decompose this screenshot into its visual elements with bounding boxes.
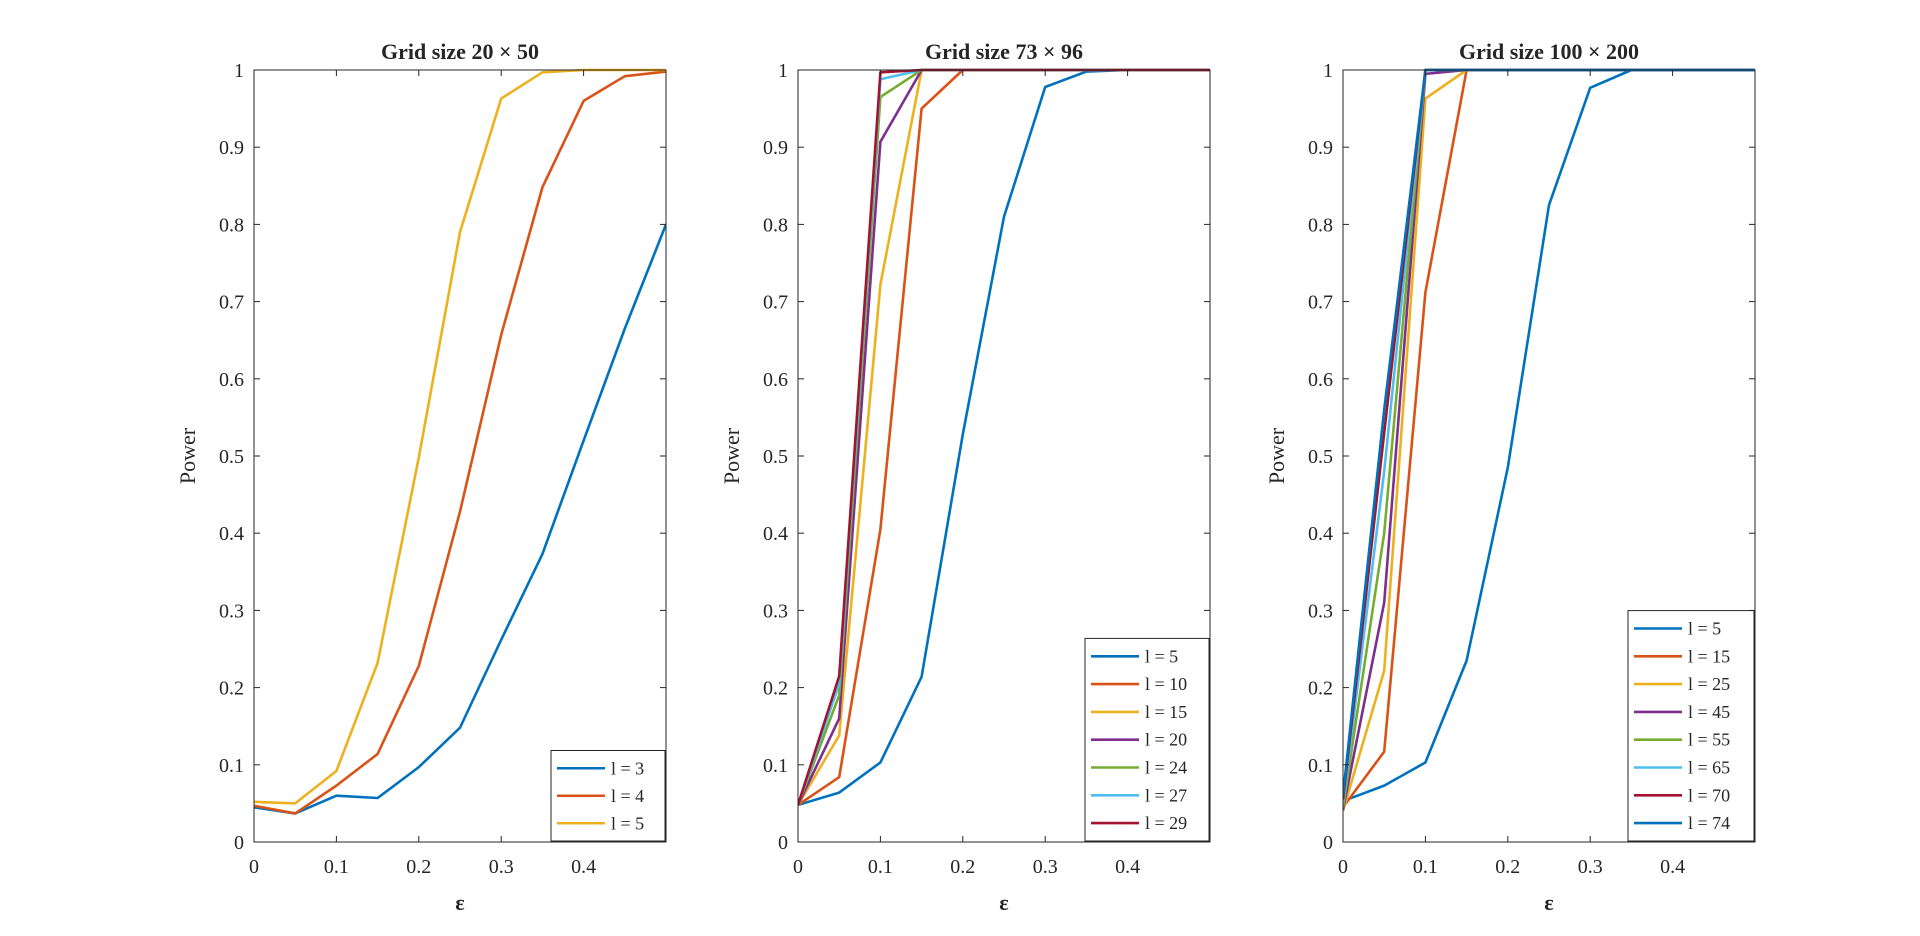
chart-panel-2: 0 0.1 0.2 0.3 0.4 0.5 0.6 0.7 0.8 0.9 1 0 0.1 0.2 0.3 0… <box>719 39 1211 915</box>
x-tick-label: 0.2 <box>950 856 975 878</box>
y-tick-label: 0 <box>1323 832 1333 854</box>
y-tick-label: 0.4 <box>1308 523 1333 545</box>
legend-label: l = 70 <box>1688 785 1730 805</box>
y-tick-label: 0.5 <box>1308 446 1333 468</box>
x-tick-label: 0 <box>1338 856 1348 878</box>
y-tick-label: 1 <box>1323 60 1333 82</box>
y-tick-label: 0.2 <box>219 678 244 700</box>
series-line-l4 <box>254 70 666 815</box>
legend-label: l = 20 <box>1145 730 1187 750</box>
x-tick-label: 0 <box>793 856 803 878</box>
x-tick-label: 0.2 <box>406 856 431 878</box>
y-tick-label: 0.2 <box>763 678 788 700</box>
y-tick-label: 0.9 <box>763 137 788 159</box>
y-tick-label: 0.8 <box>219 214 244 236</box>
y-tick-label: 0.9 <box>219 137 244 159</box>
y-axis-label: Power <box>175 427 200 484</box>
y-tick-label: 0.5 <box>219 446 244 468</box>
y-tick-label: 0.1 <box>763 755 788 777</box>
y-tick-label: 0 <box>234 832 244 854</box>
legend-label: l = 65 <box>1688 758 1730 778</box>
y-tick-label: 0.3 <box>763 600 788 622</box>
x-tick-label: 0.4 <box>571 856 596 878</box>
y-tick-label: 0.3 <box>219 600 244 622</box>
chart-title: Grid size 20 × 50 <box>381 39 539 64</box>
legend: l = 5 l = 10 l = 15 l = 20 l = 24 l = 27 l = 2… <box>1084 637 1210 842</box>
y-tick-label: 0.1 <box>1308 755 1333 777</box>
legend-label: l = 3 <box>611 758 644 778</box>
x-axis-label: ε <box>1544 890 1553 915</box>
x-tick-label: 0.3 <box>489 856 514 878</box>
x-tick-label: 0.3 <box>1578 856 1603 878</box>
y-tick-label: 0.6 <box>1308 369 1333 391</box>
legend-label: l = 29 <box>1145 813 1187 833</box>
x-tick-label: 0.4 <box>1115 856 1140 878</box>
legend-label: l = 55 <box>1688 730 1730 750</box>
legend-label: l = 15 <box>1688 646 1730 666</box>
chart-title: Grid size 100 × 200 <box>1459 39 1639 64</box>
legend-label: l = 74 <box>1688 813 1730 833</box>
series-line-l3 <box>254 223 666 815</box>
legend-label: l = 25 <box>1688 674 1730 694</box>
y-tick-label: 0.6 <box>763 369 788 391</box>
legend-box <box>1627 610 1755 842</box>
legend: l = 5 l = 15 l = 25 l = 45 l = 55 l = 65 l = 7… <box>1627 610 1755 842</box>
legend-label: l = 10 <box>1145 674 1187 694</box>
legend-label: l = 5 <box>611 813 644 833</box>
legend-label: l = 24 <box>1145 758 1187 778</box>
x-axis-label: ε <box>455 890 464 915</box>
x-axis-label: ε <box>999 890 1008 915</box>
y-tick-label: 0.6 <box>219 369 244 391</box>
y-tick-label: 0.4 <box>763 523 788 545</box>
y-tick-label: 0.8 <box>763 214 788 236</box>
chart-panel-3: 0 0.1 0.2 0.3 0.4 0.5 0.6 0.7 0.8 0.9 1 0 0.1 0.2 0.3 0… <box>1264 39 1756 915</box>
y-tick-label: 0.7 <box>219 292 244 314</box>
y-tick-label: 0.2 <box>1308 678 1333 700</box>
x-tick-label: 0.1 <box>868 856 893 878</box>
x-tick-label: 0.1 <box>1413 856 1438 878</box>
y-tick-label: 0.8 <box>1308 214 1333 236</box>
legend: l = 3 l = 4 l = 5 <box>550 750 666 842</box>
x-tick-label: 0.2 <box>1495 856 1520 878</box>
y-tick-label: 0.5 <box>763 446 788 468</box>
y-tick-label: 1 <box>234 60 244 82</box>
y-axis-label: Power <box>1264 427 1289 484</box>
x-tick-label: 0.1 <box>324 856 349 878</box>
x-tick-label: 0.4 <box>1660 856 1685 878</box>
y-tick-label: 1 <box>778 60 788 82</box>
y-tick-label: 0 <box>778 832 788 854</box>
legend-label: l = 5 <box>1145 646 1178 666</box>
y-tick-label: 0.7 <box>763 292 788 314</box>
legend-label: l = 5 <box>1688 619 1721 639</box>
legend-label: l = 4 <box>611 786 644 806</box>
y-tick-label: 0.9 <box>1308 137 1333 159</box>
y-tick-label: 0.7 <box>1308 292 1333 314</box>
x-tick-label: 0.3 <box>1033 856 1058 878</box>
plot-area <box>254 70 666 842</box>
y-axis-label: Power <box>719 427 744 484</box>
x-tick-label: 0 <box>249 856 259 878</box>
chart-title: Grid size 73 × 96 <box>925 39 1083 64</box>
chart-panel-1: 0 0.1 0.2 0.3 0.4 0.5 0.6 0.7 0.8 0.9 1 0 0.1 0.2 0.3 0… <box>175 39 667 915</box>
y-tick-label: 0.1 <box>219 755 244 777</box>
legend-label: l = 45 <box>1688 702 1730 722</box>
legend-label: l = 27 <box>1145 785 1187 805</box>
y-tick-label: 0.3 <box>1308 600 1333 622</box>
y-tick-label: 0.4 <box>219 523 244 545</box>
legend-label: l = 15 <box>1145 702 1187 722</box>
